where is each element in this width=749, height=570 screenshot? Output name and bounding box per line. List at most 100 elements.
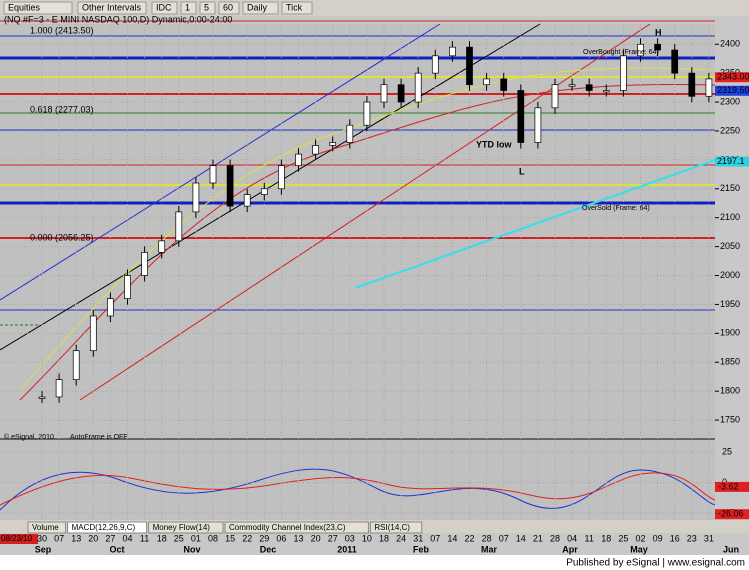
day-label: 04 — [567, 533, 577, 543]
day-label: 11 — [585, 533, 594, 543]
interval-button[interactable] — [180, 1, 197, 15]
candle — [637, 43, 644, 57]
candle — [551, 84, 559, 109]
y-tick-label: 1750 — [720, 414, 740, 424]
month-label: Sep — [35, 544, 52, 554]
study-tab-label[interactable]: Commodity Channel Index(23,C) — [229, 523, 346, 532]
day-label: 28 — [550, 533, 560, 543]
study-tab[interactable] — [148, 521, 224, 534]
interval-label[interactable]: Daily — [247, 2, 268, 12]
day-label: 04 — [122, 533, 132, 543]
day-label: 20 — [311, 533, 321, 543]
candle — [671, 49, 679, 74]
y-tick-label: 2100 — [720, 212, 740, 222]
y-tick-label: 1900 — [720, 328, 740, 338]
day-label: 18 — [157, 533, 167, 543]
candle — [89, 315, 97, 352]
candle — [209, 165, 217, 184]
candle — [38, 396, 46, 399]
interval-button[interactable] — [281, 1, 313, 15]
price-flag — [715, 156, 749, 167]
candle — [705, 78, 713, 97]
start-date-flag — [0, 534, 38, 544]
interval-label[interactable]: 5 — [204, 2, 209, 12]
annotation: 0.618 (2277.03) — [30, 104, 94, 114]
candle — [243, 194, 251, 207]
candle — [295, 153, 302, 167]
candle — [278, 165, 285, 190]
candle — [517, 90, 525, 143]
interval-label[interactable]: Tick — [286, 2, 303, 12]
day-label: 27 — [328, 533, 338, 543]
interval-button[interactable] — [151, 1, 178, 15]
day-label: 10 — [362, 533, 372, 543]
day-label: 24 — [396, 533, 406, 543]
price-flag-label: 2319.50 — [717, 85, 749, 95]
candle — [107, 298, 114, 317]
annotation: 0.000 (2056.25) — [30, 232, 94, 242]
day-label: 31 — [704, 533, 714, 543]
day-label: 27 — [105, 533, 115, 543]
candle — [688, 72, 696, 97]
menu[interactable] — [77, 1, 147, 15]
macd-tick-label: 25 — [722, 446, 732, 456]
day-label: 25 — [174, 533, 184, 543]
candle — [175, 211, 183, 242]
study-tab[interactable] — [224, 521, 369, 534]
interval-button[interactable] — [242, 1, 279, 15]
study-tab[interactable] — [369, 521, 423, 534]
candle — [72, 350, 80, 380]
month-label: May — [630, 544, 648, 554]
menu[interactable] — [3, 1, 73, 15]
month-label: Oct — [109, 544, 124, 554]
price-flag-label: 2197.1 — [717, 156, 745, 166]
study-tab-label[interactable]: RSI(14,C) — [374, 523, 410, 532]
day-label: 20 — [88, 533, 98, 543]
candle — [431, 55, 439, 74]
day-label: 06 — [276, 533, 286, 543]
day-label: 18 — [601, 533, 611, 543]
menu-label[interactable]: Other Intervals — [82, 2, 142, 12]
price-flag-label: 2343.00 — [717, 72, 749, 82]
study-tab-label[interactable]: Money Flow(14) — [153, 523, 211, 532]
y-tick-label: 1950 — [720, 299, 740, 309]
candle — [363, 101, 371, 126]
day-label: 14 — [516, 533, 526, 543]
interval-button[interactable] — [218, 1, 240, 15]
day-label: 15 — [225, 533, 235, 543]
day-label: 31 — [413, 533, 423, 543]
macd-lines — [0, 468, 716, 511]
day-label: 11 — [140, 533, 149, 543]
candle — [449, 46, 456, 57]
study-tab[interactable] — [67, 521, 148, 534]
interval-label[interactable]: 60 — [223, 2, 233, 12]
candle — [534, 107, 542, 143]
y-tick-label: 1800 — [720, 386, 740, 396]
candle — [397, 84, 405, 103]
candle — [568, 84, 576, 87]
day-label: 09 — [653, 533, 663, 543]
y-tick-label: 2300 — [720, 96, 740, 106]
study-tab-label[interactable]: Volume — [32, 523, 59, 532]
interval-label[interactable]: 1 — [185, 2, 190, 12]
price-flag — [715, 72, 749, 83]
level-lines — [0, 20, 716, 401]
y-tick-label: 2150 — [720, 183, 740, 193]
annotation: YTD low — [476, 139, 512, 149]
menu-label[interactable]: Equities — [8, 2, 41, 12]
day-label: 07 — [430, 533, 440, 543]
interval-label[interactable]: IDC — [156, 2, 172, 12]
candle — [654, 43, 661, 51]
macd-flag — [715, 509, 749, 520]
y-tick-label: 2250 — [720, 125, 740, 135]
day-label: 14 — [447, 533, 457, 543]
annotation: OverSold (Frame: 64) — [582, 205, 650, 212]
day-label: 30 — [37, 533, 47, 543]
study-tab[interactable] — [27, 521, 67, 534]
chart-title: (NQ #F=3 - E MINI NASDAQ 100,D) Dynamic,… — [4, 14, 232, 24]
y-tick-label: 2400 — [720, 39, 740, 49]
interval-button[interactable] — [199, 1, 216, 15]
candle — [260, 188, 268, 195]
study-tab-label[interactable]: MACD(12,26,9,C) — [72, 523, 136, 532]
